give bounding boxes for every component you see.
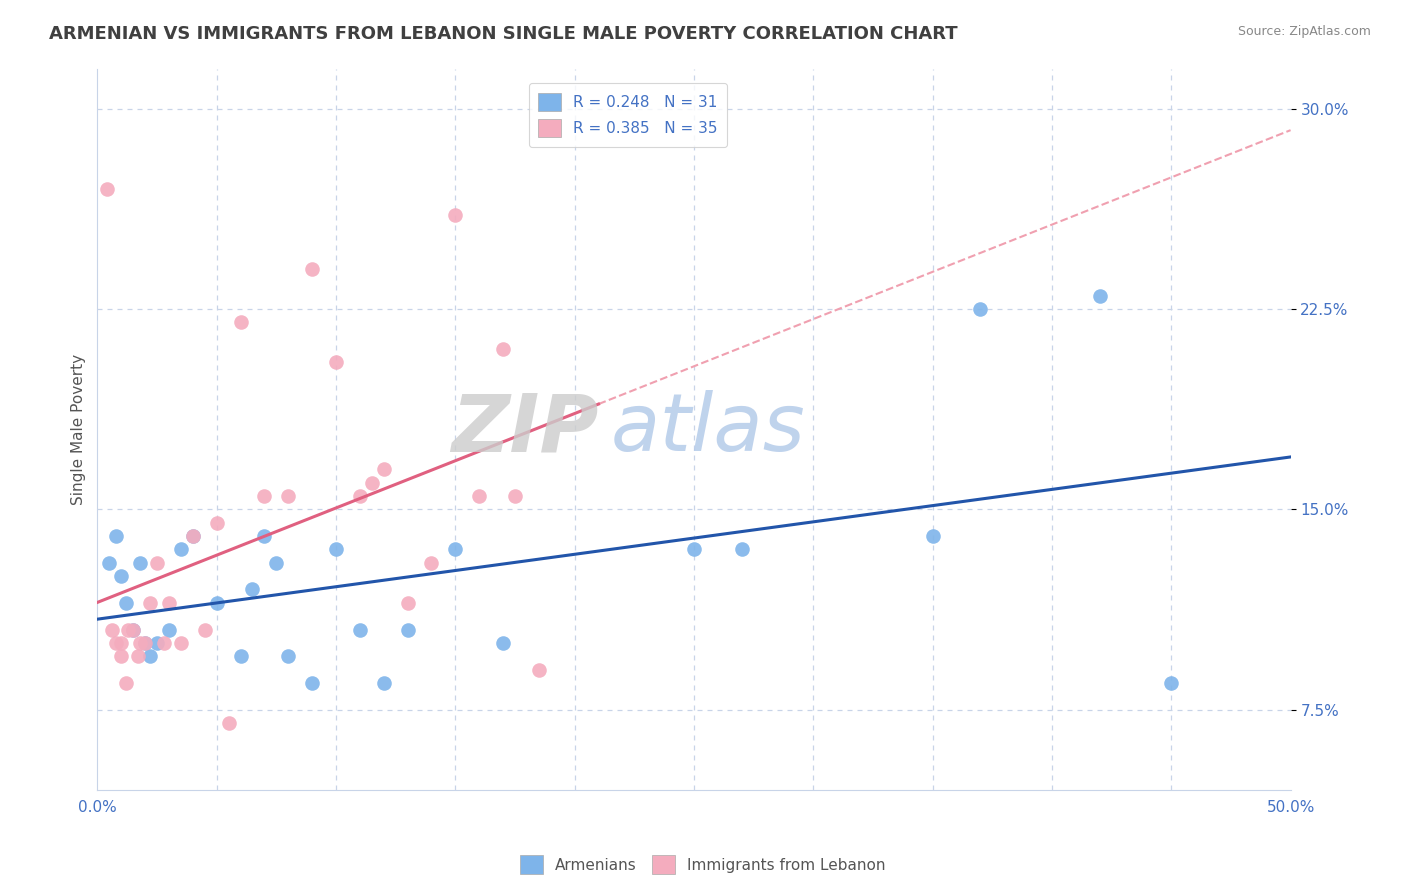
Point [105,529,128,543]
Point [420,556,443,570]
Point [360,475,382,490]
Point [98,556,121,570]
Point [503,489,526,503]
Point [105,636,128,650]
Point [349,489,371,503]
Point [181,529,204,543]
Point [266,556,288,570]
Point [181,529,204,543]
Point [122,623,145,637]
Point [157,623,180,637]
Point [170,542,193,557]
Point [373,676,395,690]
Point [731,542,754,557]
Legend: R = 0.248   N = 31, R = 0.385   N = 35: R = 0.248 N = 31, R = 0.385 N = 35 [529,83,727,146]
Point [146,556,169,570]
Point [139,649,162,664]
Point [170,636,193,650]
Point [127,649,149,664]
Point [129,636,152,650]
Point [468,489,491,503]
Point [218,716,240,731]
Point [969,301,991,316]
Point [139,596,162,610]
Point [115,676,138,690]
Point [444,209,467,223]
Point [373,462,395,476]
Point [921,529,943,543]
Point [146,636,169,650]
Point [277,489,299,503]
Point [110,636,132,650]
Point [277,649,299,664]
Point [134,636,156,650]
Point [349,623,371,637]
Point [96,182,118,196]
Point [205,516,228,530]
Point [229,315,252,329]
Text: ARMENIAN VS IMMIGRANTS FROM LEBANON SINGLE MALE POVERTY CORRELATION CHART: ARMENIAN VS IMMIGRANTS FROM LEBANON SING… [49,25,957,43]
Point [157,596,180,610]
Point [492,342,515,356]
Point [301,261,323,276]
Point [122,623,145,637]
Point [325,542,347,557]
Point [1160,676,1182,690]
Y-axis label: Single Male Poverty: Single Male Poverty [72,353,86,505]
Text: atlas: atlas [610,390,806,468]
Point [396,596,419,610]
Point [683,542,706,557]
Text: ZIP: ZIP [451,390,599,468]
Point [396,623,419,637]
Point [253,489,276,503]
Legend: Armenians, Immigrants from Lebanon: Armenians, Immigrants from Lebanon [515,849,891,880]
Point [301,676,323,690]
Point [134,636,156,650]
Point [492,636,515,650]
Point [253,529,276,543]
Point [527,663,550,677]
Point [205,596,228,610]
Point [325,355,347,369]
Point [153,636,176,650]
Point [242,582,264,597]
Point [444,542,467,557]
Point [115,596,138,610]
Point [1088,288,1111,302]
Point [129,556,152,570]
Point [100,623,122,637]
Point [110,569,132,583]
Point [117,623,139,637]
Point [229,649,252,664]
Point [110,649,132,664]
Point [194,623,217,637]
Text: Source: ZipAtlas.com: Source: ZipAtlas.com [1237,25,1371,38]
